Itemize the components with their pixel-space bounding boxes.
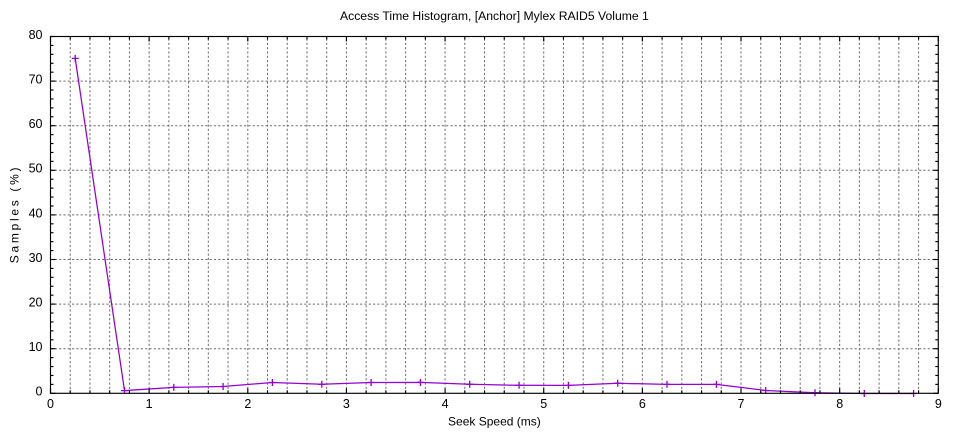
svg-text:Seek Speed (ms): Seek Speed (ms) xyxy=(448,414,541,428)
svg-text:10: 10 xyxy=(29,340,43,354)
svg-text:9: 9 xyxy=(935,397,942,411)
svg-text:6: 6 xyxy=(639,397,646,411)
svg-text:40: 40 xyxy=(29,206,43,220)
svg-text:0: 0 xyxy=(36,385,43,399)
svg-text:4: 4 xyxy=(442,397,449,411)
svg-text:Samples (%): Samples (%) xyxy=(8,165,22,263)
svg-text:8: 8 xyxy=(836,397,843,411)
svg-text:3: 3 xyxy=(343,397,350,411)
svg-text:5: 5 xyxy=(540,397,547,411)
svg-text:50: 50 xyxy=(29,162,43,176)
svg-text:20: 20 xyxy=(29,296,43,310)
svg-text:60: 60 xyxy=(29,117,43,131)
svg-text:0: 0 xyxy=(47,397,54,411)
svg-text:80: 80 xyxy=(29,28,43,42)
svg-text:30: 30 xyxy=(29,251,43,265)
svg-text:1: 1 xyxy=(146,397,153,411)
svg-text:70: 70 xyxy=(29,73,43,87)
svg-text:Access Time Histogram, [Anchor: Access Time Histogram, [Anchor] Mylex RA… xyxy=(340,9,649,23)
svg-text:2: 2 xyxy=(244,397,251,411)
svg-text:7: 7 xyxy=(738,397,745,411)
